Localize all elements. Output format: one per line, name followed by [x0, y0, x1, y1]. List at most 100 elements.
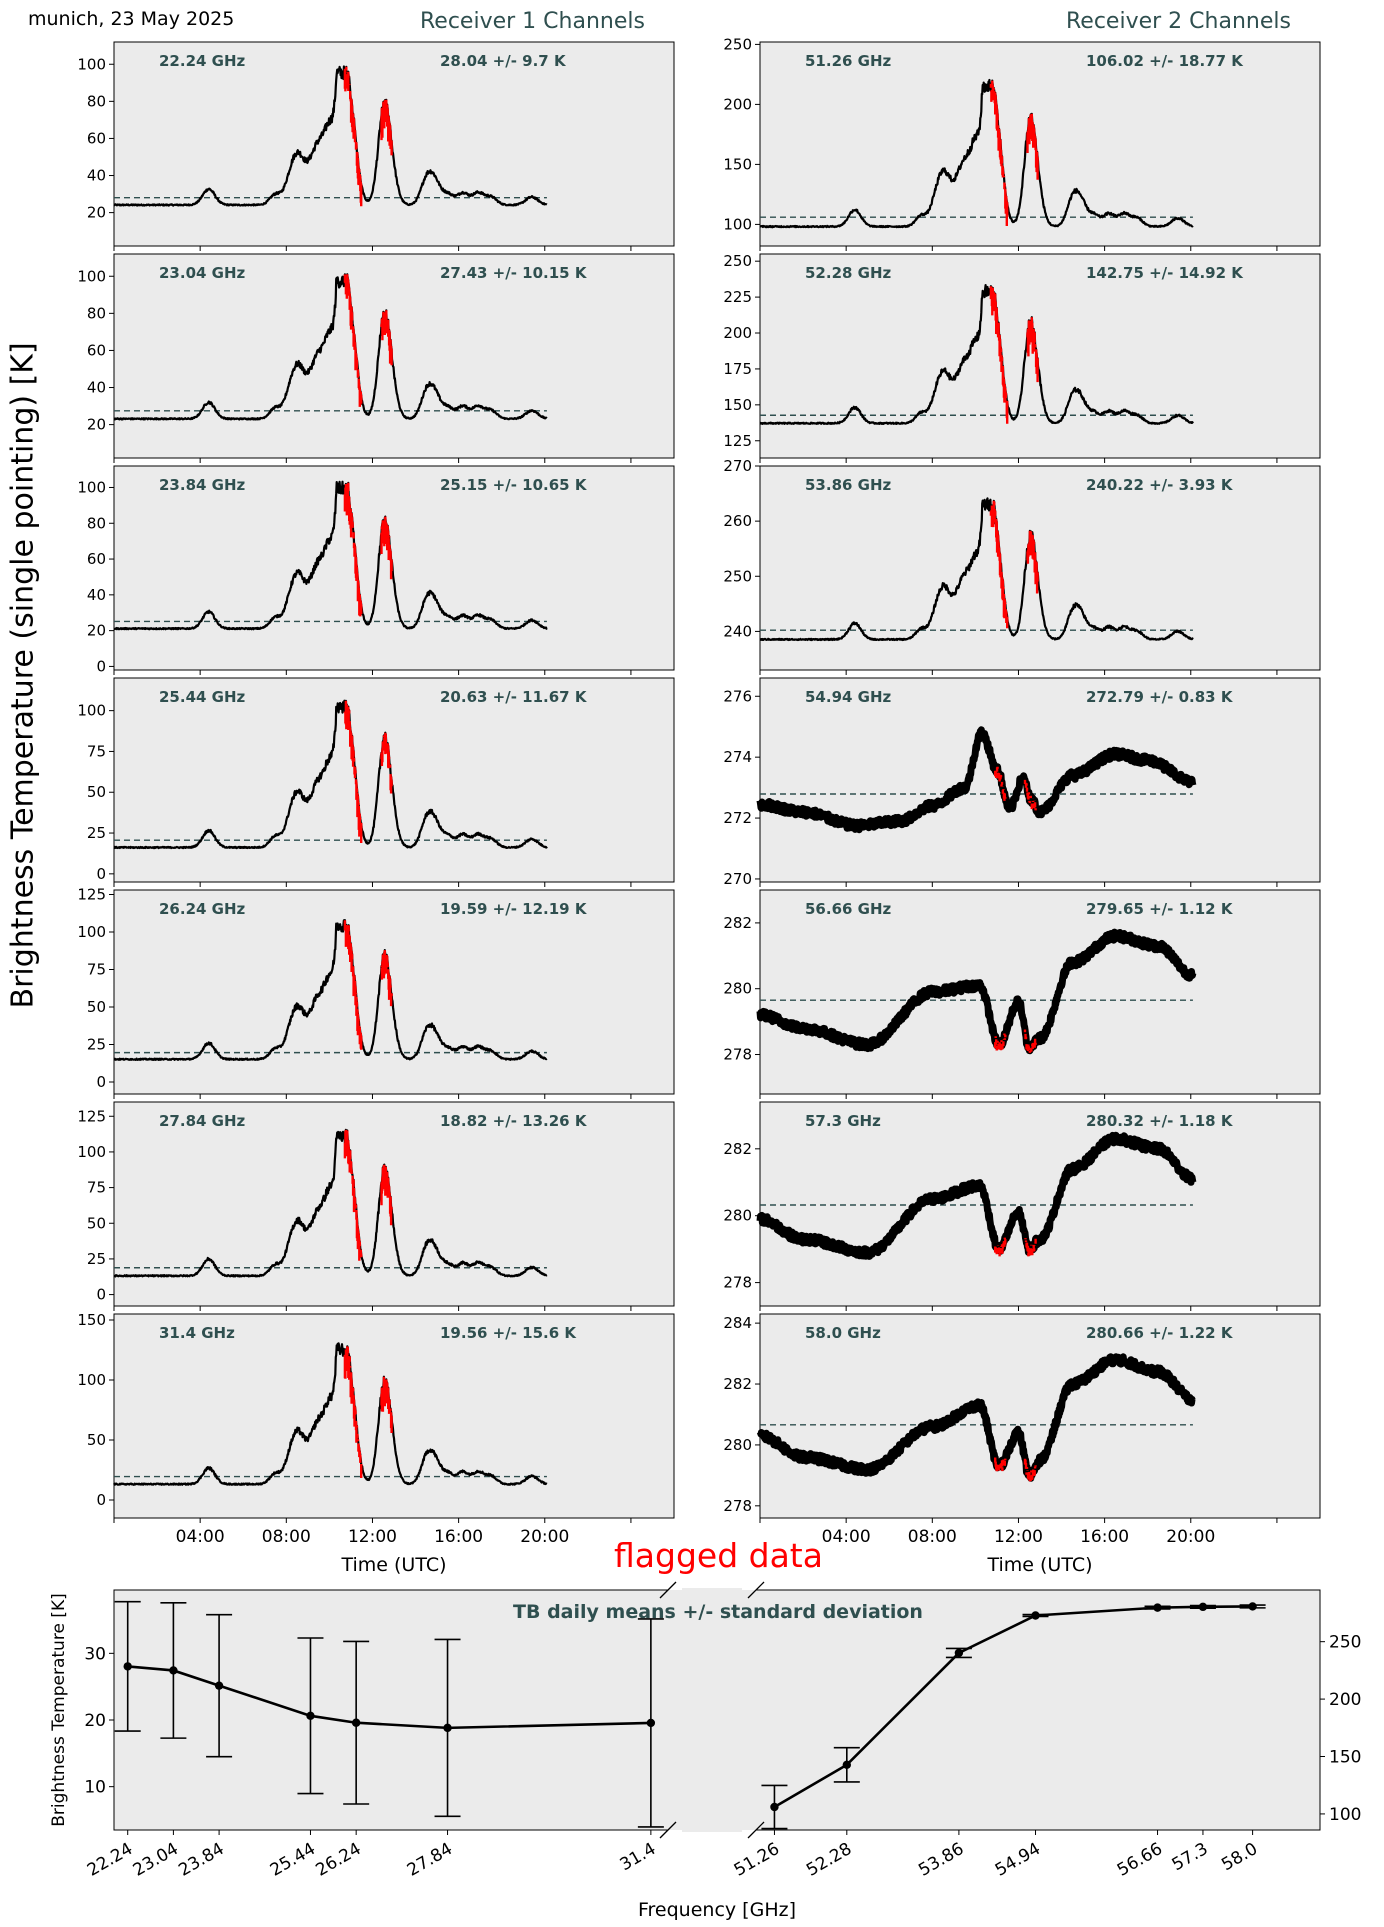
- y-tick-label: 125: [723, 432, 752, 450]
- x-tick-label: 08:00: [908, 1527, 957, 1547]
- y-tick-label: 150: [723, 396, 752, 414]
- y-tick-label: 125: [77, 886, 106, 904]
- timeseries-line: [113, 65, 548, 207]
- channel-stat: 18.82 +/- 13.26 K: [440, 1112, 588, 1130]
- x-tick-label: 16:00: [434, 1527, 483, 1547]
- panel-frame: [759, 1101, 1321, 1307]
- panel-frame: [113, 41, 675, 247]
- y-tick-label: 240: [723, 622, 752, 640]
- channel-panel-54-94: 270 272 274 276 54.94 GHz 272.79 +/- 0.83 K: [723, 677, 1321, 888]
- y-tick-label: 100: [77, 55, 106, 73]
- y-tick-label: 200: [723, 324, 752, 342]
- data-point: [306, 1711, 315, 1721]
- panel-frame: [759, 1313, 1321, 1519]
- channel-stat: 240.22 +/- 3.93 K: [1086, 476, 1234, 494]
- timeseries-line: [756, 1131, 1197, 1260]
- y-tick-label: 40: [87, 167, 106, 185]
- y-tick-label: 280: [723, 1436, 752, 1454]
- y-tick-label: 282: [723, 1140, 752, 1158]
- y-tick-label: 282: [723, 914, 752, 932]
- y-tick-label: 250: [723, 567, 752, 585]
- x-tick-label: 53.86: [915, 1839, 967, 1881]
- channel-frequency: 58.0 GHz: [805, 1324, 881, 1342]
- y-tick-label: 25: [87, 824, 106, 842]
- y-tick-label: 30: [84, 1644, 106, 1664]
- panel-frame: [759, 41, 1321, 247]
- timeseries-line: [756, 726, 1197, 834]
- y-tick-label: 100: [723, 215, 752, 233]
- channel-stat: 279.65 +/- 1.12 K: [1086, 900, 1234, 918]
- summary-xlabel: Frequency [GHz]: [638, 1899, 796, 1921]
- axis-break-mark: [747, 1821, 765, 1839]
- panel-frame: [113, 253, 675, 459]
- timeseries-line: [756, 928, 1197, 1055]
- timeseries-line: [113, 699, 548, 850]
- flagged-segment: [994, 1232, 1037, 1257]
- channel-stat: 106.02 +/- 18.77 K: [1086, 52, 1244, 70]
- y-tick-label: 100: [77, 478, 106, 496]
- x-tick-label: 58.0: [1218, 1839, 1261, 1875]
- x-tick-label: 20:00: [1166, 1527, 1215, 1547]
- flagged-segment: [989, 80, 1039, 226]
- y-tick-label: 100: [77, 1371, 106, 1389]
- panel-frame: [113, 889, 675, 1095]
- x-axis-label-right: Time (UTC): [986, 1554, 1092, 1576]
- y-tick-label: 278: [723, 1046, 752, 1064]
- receiver2-title: Receiver 2 Channels: [1066, 9, 1291, 34]
- timeseries-line: [113, 1342, 548, 1486]
- channel-frequency: 52.28 GHz: [805, 264, 892, 282]
- y-tick-label: 0: [96, 1286, 106, 1304]
- y-tick-label: 278: [723, 1497, 752, 1515]
- x-tick-label: 23.04: [130, 1839, 182, 1881]
- channel-stat: 27.43 +/- 10.15 K: [440, 264, 588, 282]
- channel-panel-51-26: 100 150 200 250 51.26 GHz 106.02 +/- 18.77 K: [723, 35, 1321, 251]
- data-point: [123, 1662, 132, 1671]
- channel-frequency: 56.66 GHz: [805, 900, 892, 918]
- panel-frame: [759, 253, 1321, 459]
- x-tick-label: 04:00: [176, 1527, 225, 1547]
- x-tick-label: 04:00: [822, 1527, 871, 1547]
- channel-frequency: 54.94 GHz: [805, 688, 892, 706]
- x-tick-label: 51.26: [731, 1839, 783, 1881]
- data-point: [770, 1802, 779, 1812]
- flagged-segment: [343, 274, 393, 407]
- channel-frequency: 22.24 GHz: [159, 52, 246, 70]
- flagged-segment: [343, 66, 393, 207]
- x-tick-label: 26.24: [313, 1839, 365, 1881]
- channel-panel-56-66: 278 280 282 56.66 GHz 279.65 +/- 1.12 K: [723, 889, 1321, 1099]
- y-tick-label: 260: [723, 512, 752, 530]
- x-tick-label: 57.3: [1169, 1839, 1212, 1875]
- channel-panel-23-84: 0 20 40 60 80 100 23.84 GHz 25.15 +/- 10.65 K: [77, 465, 675, 675]
- x-tick-label: 20:00: [520, 1527, 569, 1547]
- channel-panel-23-04: 20 40 60 80 100 23.04 GHz 27.43 +/- 10.15 K: [77, 253, 675, 463]
- channel-stat: 25.15 +/- 10.65 K: [440, 476, 588, 494]
- channel-frequency: 51.26 GHz: [805, 52, 892, 70]
- channel-frequency: 57.3 GHz: [805, 1112, 881, 1130]
- right-axis-frame: [756, 1589, 1321, 1831]
- axis-break-mark: [659, 1581, 677, 1599]
- flagged-segment: [343, 1346, 393, 1478]
- summary-title: TB daily means +/- standard deviation: [513, 1601, 923, 1623]
- y-tick-label: 270: [723, 457, 752, 475]
- channel-frequency: 26.24 GHz: [159, 900, 246, 918]
- y-tick-label: 100: [77, 1143, 106, 1161]
- y-tick-label: 250: [723, 252, 752, 270]
- y-tick-label: 20: [87, 204, 106, 222]
- timeseries-line: [113, 919, 548, 1061]
- channel-stat: 19.56 +/- 15.6 K: [440, 1324, 577, 1342]
- flagged-segment: [343, 700, 393, 843]
- channel-panel-52-28: 125 150 175 200 225 250 52.28 GHz 142.75 +/- 14…: [723, 252, 1321, 463]
- y-tick-label: 225: [723, 288, 752, 306]
- channel-panel-31-4: 0 50 100 150 04:00 08:00 12:00 16:00 20:00 31.4 G…: [77, 1311, 675, 1547]
- y-tick-label: 0: [96, 657, 106, 675]
- data-point: [1031, 1611, 1040, 1620]
- data-point: [169, 1666, 178, 1675]
- y-tick-label: 100: [77, 702, 106, 720]
- y-tick-label: 50: [87, 1431, 106, 1449]
- y-tick-label: 175: [723, 360, 752, 378]
- flagged-data-label: flagged data: [614, 1536, 823, 1575]
- data-point: [351, 1718, 361, 1727]
- channel-panel-27-84: 0 25 50 75 100 125 27.84 GHz 18.82 +/- 13.26 K: [77, 1101, 675, 1311]
